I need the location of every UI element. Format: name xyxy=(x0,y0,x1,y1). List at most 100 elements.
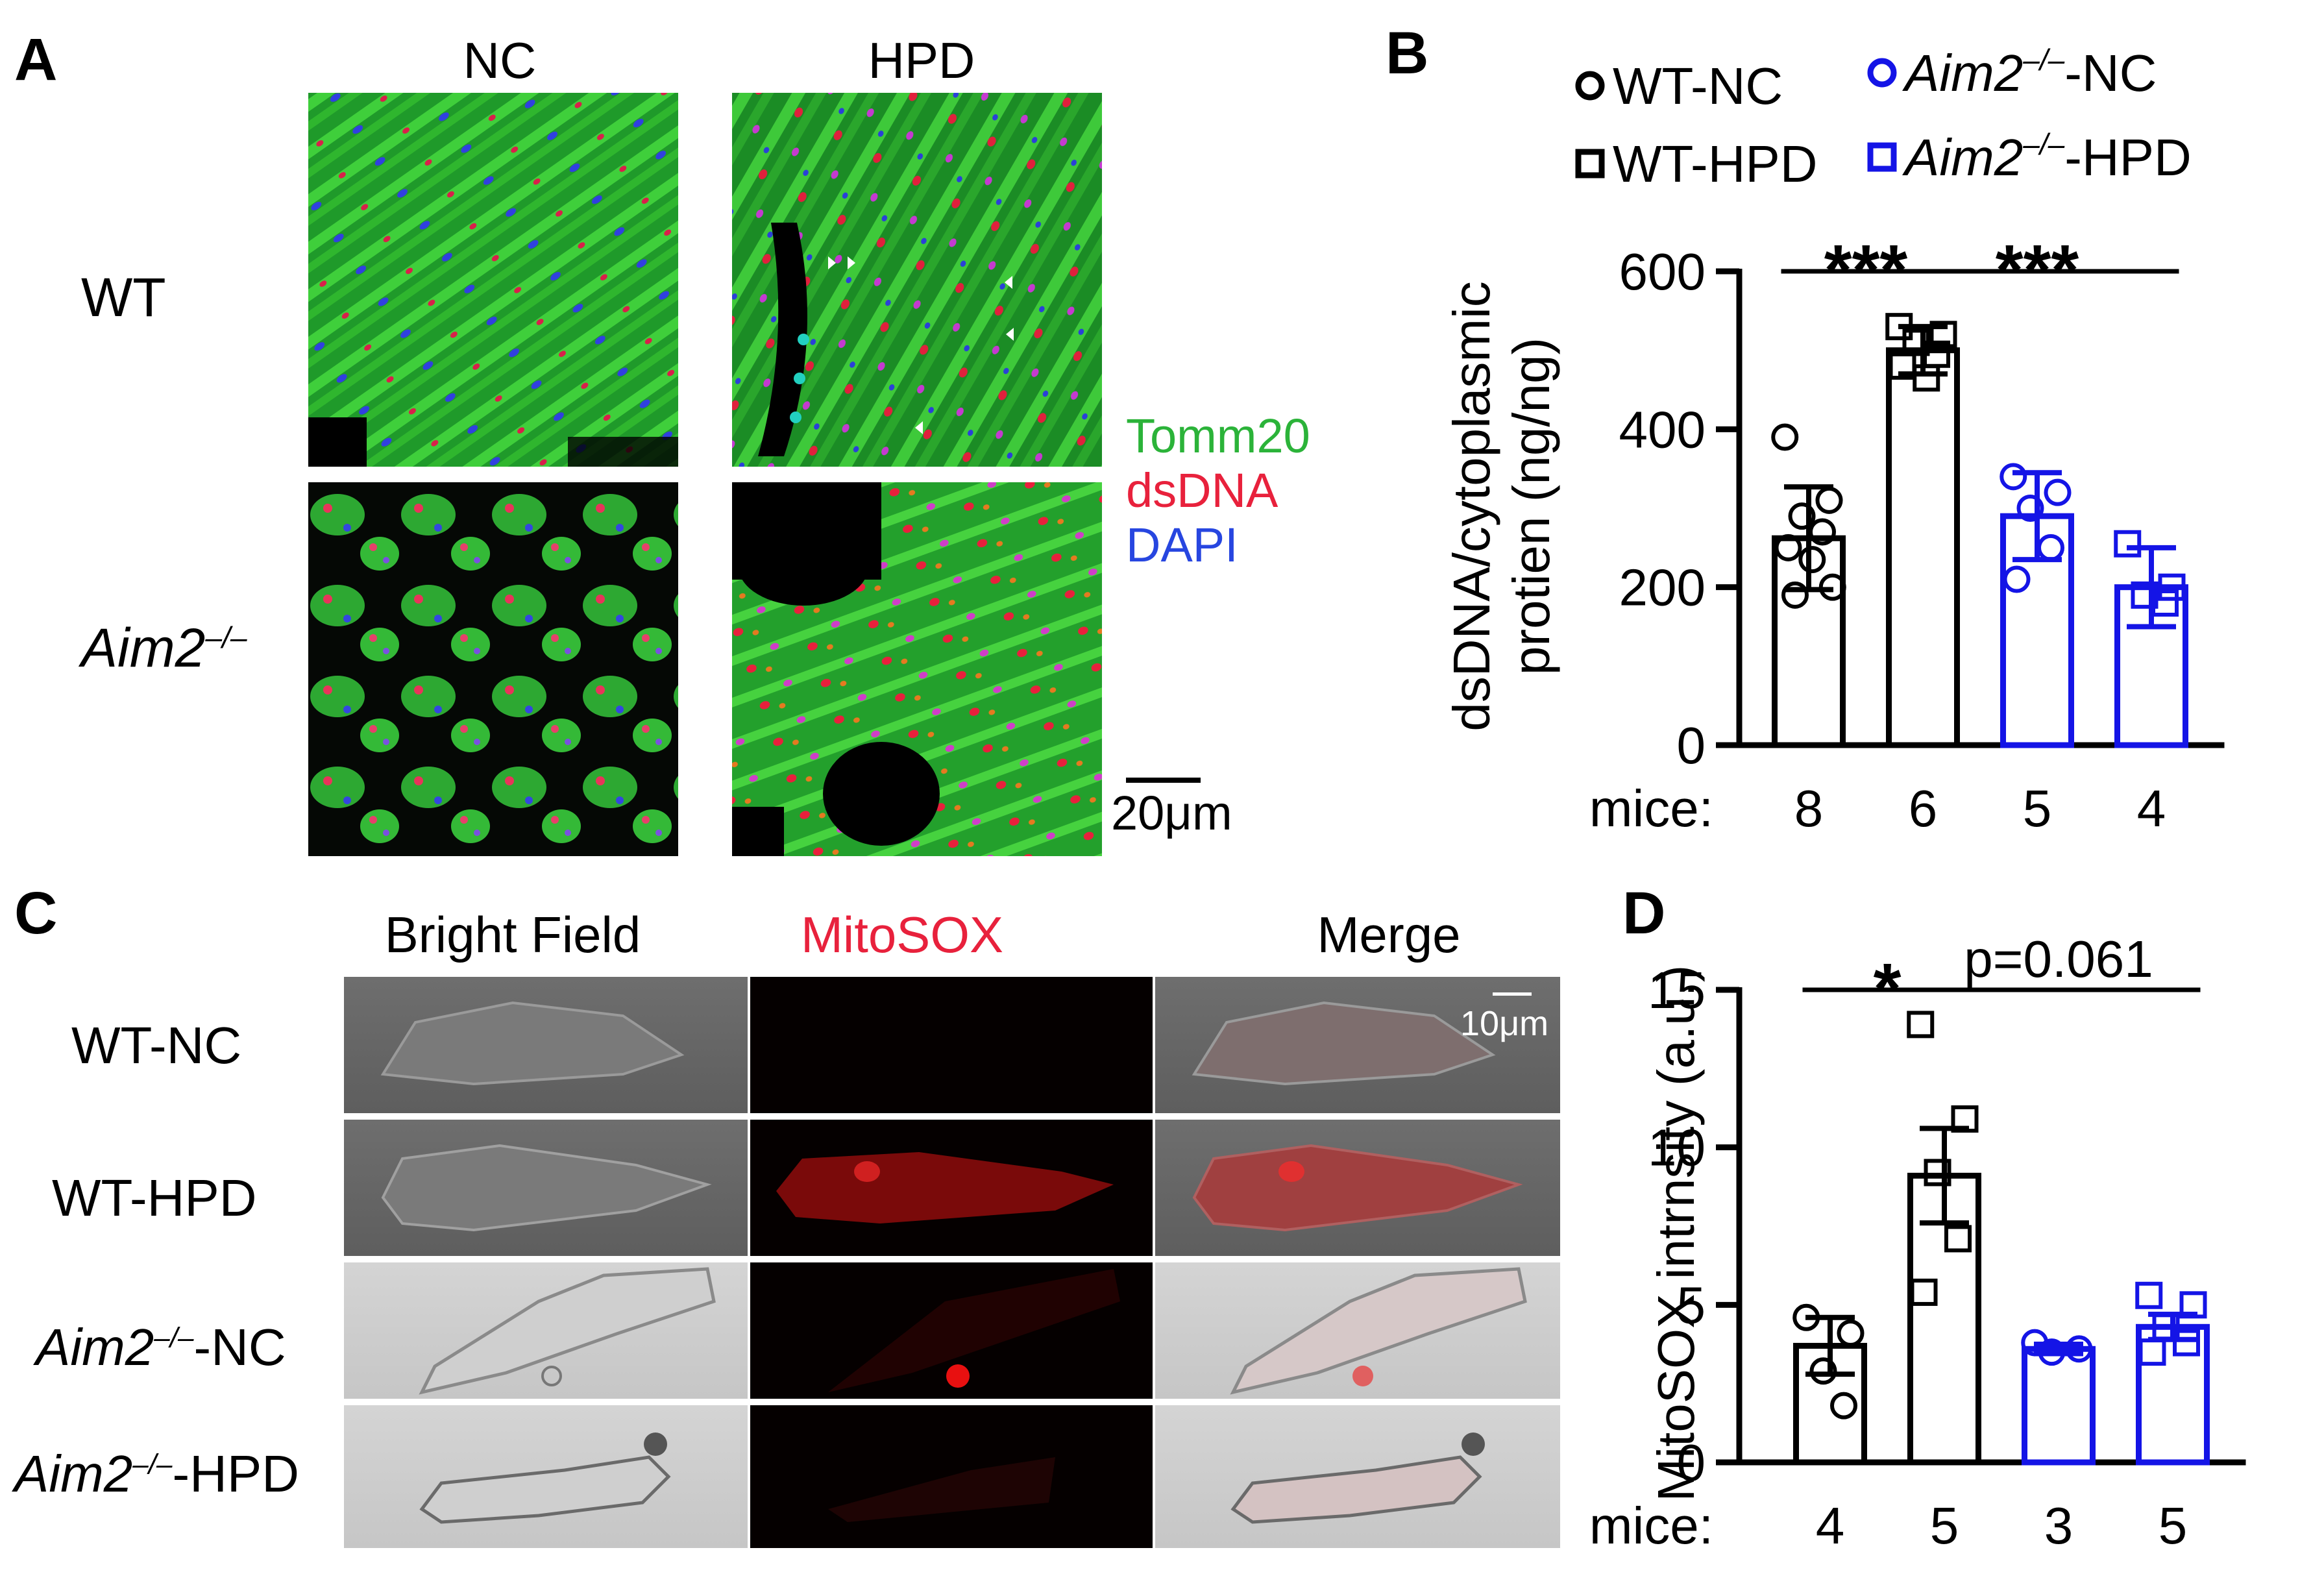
data-point xyxy=(2016,495,2044,522)
legend-dapi: DAPI xyxy=(1126,518,1238,572)
y-tick-label: 200 xyxy=(1619,559,1706,617)
arrowhead-2 xyxy=(848,256,855,269)
cell-wt-nc-mitosox xyxy=(750,977,1153,1113)
count-label: 6 xyxy=(1909,780,1938,837)
data-point xyxy=(2173,1329,2200,1357)
panel-a-col-hpd: HPD xyxy=(868,32,975,89)
panel-c-row-wt-nc: WT-NC xyxy=(71,1016,242,1074)
count-label: 8 xyxy=(1794,780,1824,837)
significance-label: *** xyxy=(1996,230,2079,310)
data-point xyxy=(1907,1011,1935,1039)
legend-label: WT-NC xyxy=(1613,57,1783,115)
legend-label: Aim2–/–-HPD xyxy=(1902,127,2192,186)
panel-a-col-nc: NC xyxy=(463,32,537,89)
panel-c-row-aim2-hpd: Aim2–/–-HPD xyxy=(14,1445,299,1503)
cell-aim2-nc-mitosox xyxy=(750,1262,1153,1399)
legend-label: WT-HPD xyxy=(1613,135,1818,193)
cell-wt-hpd-merge xyxy=(1155,1120,1560,1256)
legend-marker xyxy=(1867,58,1897,88)
micrograph-wt-nc xyxy=(308,93,678,467)
cell-aim2-nc-brightfield xyxy=(344,1262,748,1399)
data-point xyxy=(1771,423,1799,451)
y-tick-label: 15 xyxy=(1648,961,1706,1019)
y-tick-label: 600 xyxy=(1619,243,1706,301)
arrowhead-4 xyxy=(1006,328,1014,341)
data-point xyxy=(1798,546,1826,574)
y-tick-label: 5 xyxy=(1677,1276,1706,1334)
micrograph-wt-hpd xyxy=(732,93,1102,467)
data-point xyxy=(1929,321,1957,349)
panel-c-scale-bar-line xyxy=(1493,992,1532,996)
legend-marker xyxy=(1575,149,1605,178)
panel-a-row-aim2: Aim2–/– xyxy=(81,617,247,678)
panel-b-label: B xyxy=(1386,20,1429,86)
data-point xyxy=(1837,1320,1865,1347)
arrowhead-3 xyxy=(1005,276,1012,289)
count-axis-label: mice: xyxy=(1589,780,1713,837)
data-point xyxy=(2003,565,2031,593)
data-point xyxy=(2138,1338,2166,1366)
y-tick-label: 400 xyxy=(1619,400,1706,458)
cell-aim2-hpd-brightfield xyxy=(344,1405,748,1548)
legend-label: Aim2–/–-NC xyxy=(1902,43,2157,102)
count-label: 3 xyxy=(2044,1497,2073,1555)
cell-aim2-hpd-mitosox xyxy=(750,1405,1153,1548)
y-axis-title-line: dsDNA/cytoplasmic xyxy=(1443,281,1500,732)
panel-c-row-aim2-nc: Aim2–/–-NC xyxy=(36,1318,286,1376)
panel-a-scale-bar-line xyxy=(1126,778,1201,783)
cell-aim2-nc-merge xyxy=(1155,1262,1560,1399)
panel-a-row-wt: WT xyxy=(81,267,166,328)
bar xyxy=(2022,1346,2096,1466)
cell-aim2-hpd-merge xyxy=(1155,1405,1560,1548)
significance-label: p=0.061 xyxy=(1964,930,2153,988)
legend-tomm20: Tomm20 xyxy=(1126,409,1310,463)
y-axis-title: MitoSOX intrnsity (a.u.) xyxy=(1647,965,1705,1502)
panel-c-label: C xyxy=(14,880,58,946)
data-point xyxy=(1781,581,1809,609)
micrograph-aim2-nc xyxy=(308,482,678,856)
data-point xyxy=(1924,1159,1951,1187)
data-point xyxy=(2000,463,2027,491)
cell-wt-hpd-brightfield xyxy=(344,1120,748,1256)
chart-b: 0 200 400 600 8 6 5 4 mice: *** *** dsDNA/cytoplasm… xyxy=(1443,43,2225,837)
panel-c-col-mitosox: MitoSOX xyxy=(800,906,1004,963)
fluorophore-legend: Tomm20 dsDNA DAPI xyxy=(1126,409,1310,572)
count-label: 5 xyxy=(2023,780,2052,837)
significance-label: * xyxy=(1874,949,1902,1029)
legend-marker xyxy=(1867,142,1897,172)
panel-a-label: A xyxy=(14,27,58,93)
panel-d-label: D xyxy=(1622,880,1666,946)
data-point xyxy=(2135,1281,2163,1309)
data-point xyxy=(1910,1278,1938,1306)
y-axis-title: dsDNA/cytoplasmic protien (ng/ng) xyxy=(1443,281,1560,732)
y-tick-label: 10 xyxy=(1648,1119,1706,1177)
micrograph-aim2-hpd xyxy=(732,482,1102,856)
significance-label: *** xyxy=(1824,230,1908,310)
count-axis-label: mice: xyxy=(1589,1497,1713,1555)
cell-wt-hpd-mitosox xyxy=(750,1120,1153,1256)
panel-a-scale-bar-label: 20μm xyxy=(1111,786,1232,840)
data-point xyxy=(2131,581,2159,609)
panel-c-scale-bar-label: 10μm xyxy=(1460,1004,1548,1043)
arrowhead-5 xyxy=(915,421,923,434)
cell-wt-nc-merge: 10μm xyxy=(1155,977,1560,1113)
legend-dsdna: dsDNA xyxy=(1126,463,1278,517)
panel-c-col-merge: Merge xyxy=(1317,906,1461,963)
y-tick-label: 0 xyxy=(1677,717,1706,774)
count-label: 4 xyxy=(2137,780,2166,837)
count-label: 5 xyxy=(2159,1497,2188,1555)
data-point xyxy=(1944,1225,1972,1253)
cell-wt-nc-brightfield xyxy=(344,977,748,1113)
data-point xyxy=(1913,364,1940,392)
data-point xyxy=(2044,478,2072,506)
count-label: 5 xyxy=(1930,1497,1959,1555)
data-point xyxy=(1809,1357,1837,1385)
legend-marker xyxy=(1575,71,1605,101)
y-axis-title-line: protien (ng/ng) xyxy=(1502,338,1560,675)
arrowhead-1 xyxy=(828,256,836,269)
count-label: 4 xyxy=(1816,1497,1845,1555)
y-tick-label: 0 xyxy=(1677,1434,1706,1492)
data-point xyxy=(1830,1392,1857,1420)
data-point xyxy=(1788,502,1816,530)
